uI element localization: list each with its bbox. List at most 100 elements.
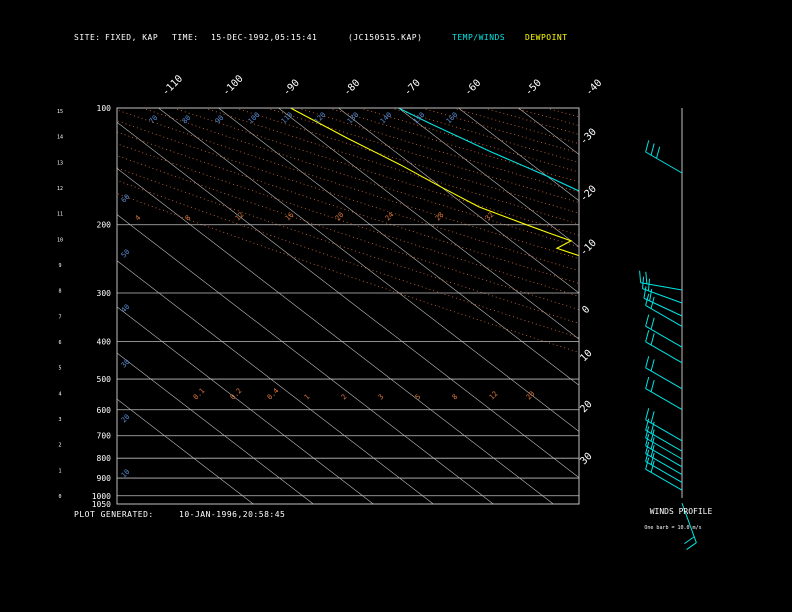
dry-adiabat-line (266, 108, 579, 203)
dry-adiabat-line (390, 108, 579, 163)
moist-adiabat-label: 32 (484, 211, 496, 223)
wind-barb-flag (645, 418, 650, 431)
right-temperature-label: -30 (578, 127, 599, 148)
potential-temperature-label: 10 (120, 468, 132, 480)
dry-adiabat-line (701, 108, 792, 504)
potential-temperature-label: 40 (120, 303, 132, 315)
height-tick-label: 0 (58, 494, 61, 500)
mixing-ratio-label: 0.1 (192, 387, 207, 402)
top-temperature-label: -110 (160, 73, 185, 98)
height-tick-label: 2 (58, 443, 61, 449)
wind-barb-flag (645, 271, 648, 284)
mixing-ratio-label: 0.2 (229, 387, 244, 402)
height-tick-label: 12 (57, 186, 63, 192)
right-temperature-label: -10 (578, 238, 599, 259)
wind-barb-staff (645, 367, 683, 390)
dry-adiabat-line (328, 108, 579, 183)
pressure-tick-label: 300 (97, 289, 112, 298)
isotherm-line (117, 214, 494, 504)
site-value: FIXED, KAP (105, 33, 159, 42)
isotherm-line (278, 108, 579, 340)
pressure-tick-label: 800 (97, 454, 112, 463)
mixing-ratio-label: 20 (525, 390, 537, 402)
dry-adiabat-line (483, 108, 579, 135)
isotherm-line (578, 108, 579, 109)
wind-barb-flag (650, 411, 655, 424)
isotherm-line (338, 108, 579, 294)
pressure-tick-label: 1000 (92, 492, 111, 501)
plot-generated-label: PLOT GENERATED: (74, 510, 154, 519)
time-label: TIME: (172, 33, 199, 42)
plot-generated-value: 10-JAN-1996,20:58:45 (179, 510, 286, 519)
dry-adiabat-line (117, 109, 579, 260)
top-temperature-label: -40 (584, 78, 605, 99)
dry-adiabat-line (204, 108, 579, 225)
isotherm-line (117, 398, 254, 504)
potential-temperature-label: 90 (214, 114, 226, 126)
moist-adiabat-label: 8 (184, 214, 193, 223)
potential-temperature-label: 80 (181, 114, 193, 126)
dry-adiabat-line (421, 108, 579, 154)
isotherm-line (398, 108, 579, 248)
wind-barb-flag (650, 143, 655, 156)
wind-barb-flag (650, 452, 655, 465)
potential-temperature-label: 50 (120, 248, 132, 260)
pressure-tick-label: 400 (97, 337, 112, 346)
height-tick-label: 14 (57, 135, 63, 141)
file-name: (JC150515.KAP) (348, 33, 423, 42)
moist-adiabat-label: 28 (434, 211, 446, 223)
top-temperature-label: -100 (221, 73, 246, 98)
dry-adiabat-line (608, 108, 792, 504)
wind-barb-staff (645, 304, 683, 327)
right-temperature-label: 0 (580, 304, 592, 316)
potential-temperature-label: 30 (120, 358, 132, 370)
wind-barb-staff (645, 419, 683, 442)
wind-barb-flag (639, 270, 642, 283)
isotherm-line (117, 260, 434, 504)
wind-barb-flag (650, 380, 655, 392)
wind-barb-flag (650, 317, 655, 330)
dry-adiabat-line (639, 108, 792, 504)
wind-barb-flag (650, 421, 655, 434)
wind-barb-flag (650, 460, 655, 473)
pressure-tick-label: 900 (97, 474, 112, 483)
wind-barb-flag (645, 457, 650, 470)
wind-barb-flag (650, 445, 655, 457)
wind-barb-flag (645, 314, 650, 327)
wind-barb-flag (642, 276, 645, 289)
potential-temperature-label: 120 (313, 111, 328, 126)
dry-adiabat-line (235, 108, 579, 214)
wind-barb-staff (645, 325, 683, 348)
isotherm-line (218, 108, 579, 386)
right-temperature-label: 20 (578, 399, 594, 415)
potential-temperature-label: 70 (148, 114, 160, 126)
isotherm-line (117, 168, 554, 504)
pressure-tick-label: 700 (97, 432, 112, 441)
dry-adiabat-line (514, 108, 579, 126)
wind-barb-flag (645, 356, 650, 368)
potential-temperature-label: 100 (247, 111, 262, 126)
right-temperature-label: 10 (578, 348, 594, 364)
height-tick-label: 8 (58, 289, 61, 295)
wind-barb-flag (656, 146, 661, 159)
wind-barb-staff (642, 288, 683, 304)
wind-barb-flag (684, 536, 695, 545)
wind-barb-flag (645, 140, 650, 153)
wind-barb-staff (645, 429, 683, 452)
wind-barb-staff (645, 388, 683, 411)
right-temperature-label: -20 (578, 184, 599, 205)
wind-barb-flag (650, 333, 655, 346)
wind-barb-flag (649, 289, 653, 301)
dry-adiabat-line (117, 131, 579, 284)
wind-barb-flag (647, 278, 650, 291)
top-temperature-label: -80 (342, 78, 363, 99)
potential-temperature-label: 160 (445, 111, 460, 126)
right-temperature-label: 30 (578, 451, 594, 467)
wind-barb-staff (643, 297, 683, 317)
moist-adiabat-label: 16 (284, 211, 296, 223)
dry-adiabat-line (173, 108, 579, 236)
isotherm-line (699, 108, 792, 504)
pressure-tick-label: 200 (97, 221, 112, 230)
dry-adiabat-line (297, 108, 579, 193)
